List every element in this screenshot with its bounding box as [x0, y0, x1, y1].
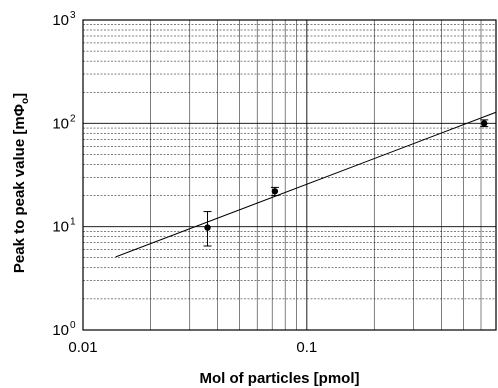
y-tick-exponent: 1 — [70, 217, 76, 228]
x-axis-title: Mol of particles [pmol] — [199, 370, 359, 387]
y-tick-label: 10 — [52, 322, 69, 339]
y-axis-title-sub: o — [20, 98, 31, 104]
plot-frame — [82, 19, 497, 331]
y-tick-exponent: 3 — [70, 10, 76, 21]
x-tick-label: 0.1 — [296, 339, 317, 356]
y-axis-title-end: ] — [11, 93, 28, 98]
y-tick-base: 10 — [52, 115, 69, 132]
y-tick-exponent: 0 — [70, 320, 76, 331]
data-points — [203, 119, 489, 247]
y-tick-exponent: 2 — [70, 113, 76, 124]
y-tick-label: 10 — [52, 12, 69, 29]
data-point — [481, 120, 488, 127]
y-tick-label: 10 — [52, 219, 69, 236]
x-tick-label: 0.01 — [68, 339, 97, 356]
fit-line — [115, 111, 497, 258]
data-point — [204, 224, 211, 231]
data-point — [271, 188, 279, 195]
y-tick-base: 10 — [52, 219, 69, 236]
y-axis-title-wrap: Peak to peak value [mΦo] — [2, 0, 32, 388]
y-tick-base: 10 — [52, 322, 69, 339]
fit-line-layer — [115, 111, 497, 258]
y-tick-base: 10 — [52, 12, 69, 29]
y-axis-title: Peak to peak value [mΦo] — [11, 93, 31, 273]
y-axis-title-main: Peak to peak value [mΦ — [11, 104, 28, 273]
y-tick-label: 10 — [52, 115, 69, 132]
x-tick-labels: 0.01 0.1 — [68, 339, 317, 356]
grid — [82, 20, 497, 331]
